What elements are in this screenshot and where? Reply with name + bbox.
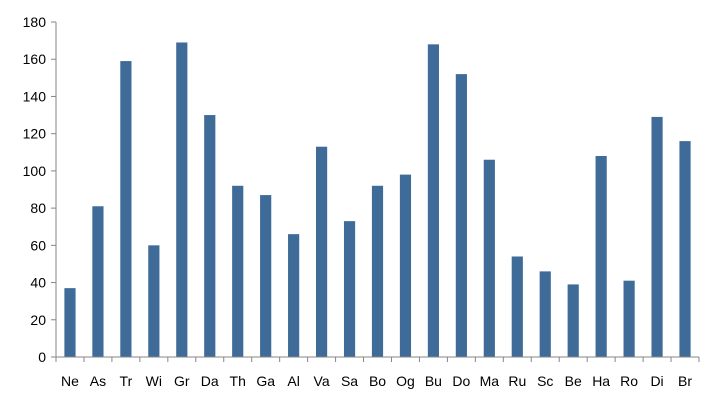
bar-bo	[371, 185, 384, 357]
x-tick-label: Ga	[256, 373, 275, 389]
bar-br	[679, 141, 691, 357]
y-tick-label: 40	[30, 275, 46, 291]
bar-th	[232, 185, 244, 357]
bar-ha	[595, 156, 607, 357]
x-tick-label: Gr	[174, 373, 190, 389]
bar-be	[567, 284, 579, 357]
bar-va	[315, 146, 328, 357]
y-tick-label: 80	[30, 200, 46, 216]
bar-og	[399, 174, 412, 357]
x-tick-label: Va	[314, 373, 330, 389]
y-tick-label: 0	[38, 349, 46, 365]
x-tick-label: Da	[201, 373, 219, 389]
bar-ro	[623, 280, 635, 357]
bar-sa	[343, 221, 356, 357]
y-tick-label: 140	[23, 88, 47, 104]
bar-as	[92, 206, 104, 357]
bar-ga	[260, 195, 272, 357]
x-tick-label: Br	[678, 373, 692, 389]
bar-sc	[539, 271, 551, 357]
x-tick-label: Ne	[61, 373, 79, 389]
y-tick-label: 160	[23, 51, 47, 67]
bar-di	[651, 116, 663, 358]
bar-da	[204, 115, 216, 357]
bars	[64, 42, 691, 358]
y-tick-label: 20	[30, 312, 46, 328]
x-tick-label: Al	[287, 373, 299, 389]
x-tick-label: Bo	[369, 373, 386, 389]
x-tick-label: Og	[396, 373, 415, 389]
bar-bu	[427, 44, 440, 357]
x-tick-label: Wi	[146, 373, 162, 389]
x-axis: Ne As Tr Wi Gr Da Th Ga Al Va Sa Bo Og Bu Do Ma Ru Sc Be Ha…	[55, 356, 700, 389]
y-axis: 0 20 40 60 80 100 120 140 160 180	[23, 14, 57, 365]
x-tick-label: Tr	[120, 373, 133, 389]
x-tick-label: Th	[230, 373, 246, 389]
x-tick-label: As	[90, 373, 106, 389]
x-tick-label: Sa	[341, 373, 358, 389]
x-tick-label: Ha	[592, 373, 610, 389]
bar-wi	[148, 245, 160, 357]
y-tick-label: 100	[23, 163, 47, 179]
bar-ru	[511, 256, 523, 357]
x-tick-label: Di	[650, 373, 663, 389]
bar-do	[455, 74, 467, 357]
x-tick-label: Ma	[480, 373, 500, 389]
x-tick-label: Ro	[620, 373, 638, 389]
y-tick-label: 60	[30, 237, 46, 253]
x-tick-label: Be	[565, 373, 582, 389]
bar-tr	[120, 61, 132, 357]
bar-gr	[176, 42, 188, 357]
x-tick-label: Do	[452, 373, 470, 389]
y-tick-label: 120	[23, 126, 47, 142]
bar-ne	[64, 288, 76, 357]
x-tick-label: Ru	[508, 373, 526, 389]
bar-ma	[483, 159, 495, 357]
x-tick-label: Bu	[425, 373, 442, 389]
y-tick-label: 180	[23, 14, 47, 30]
x-tick-label: Sc	[537, 373, 553, 389]
bar-al	[288, 234, 300, 357]
